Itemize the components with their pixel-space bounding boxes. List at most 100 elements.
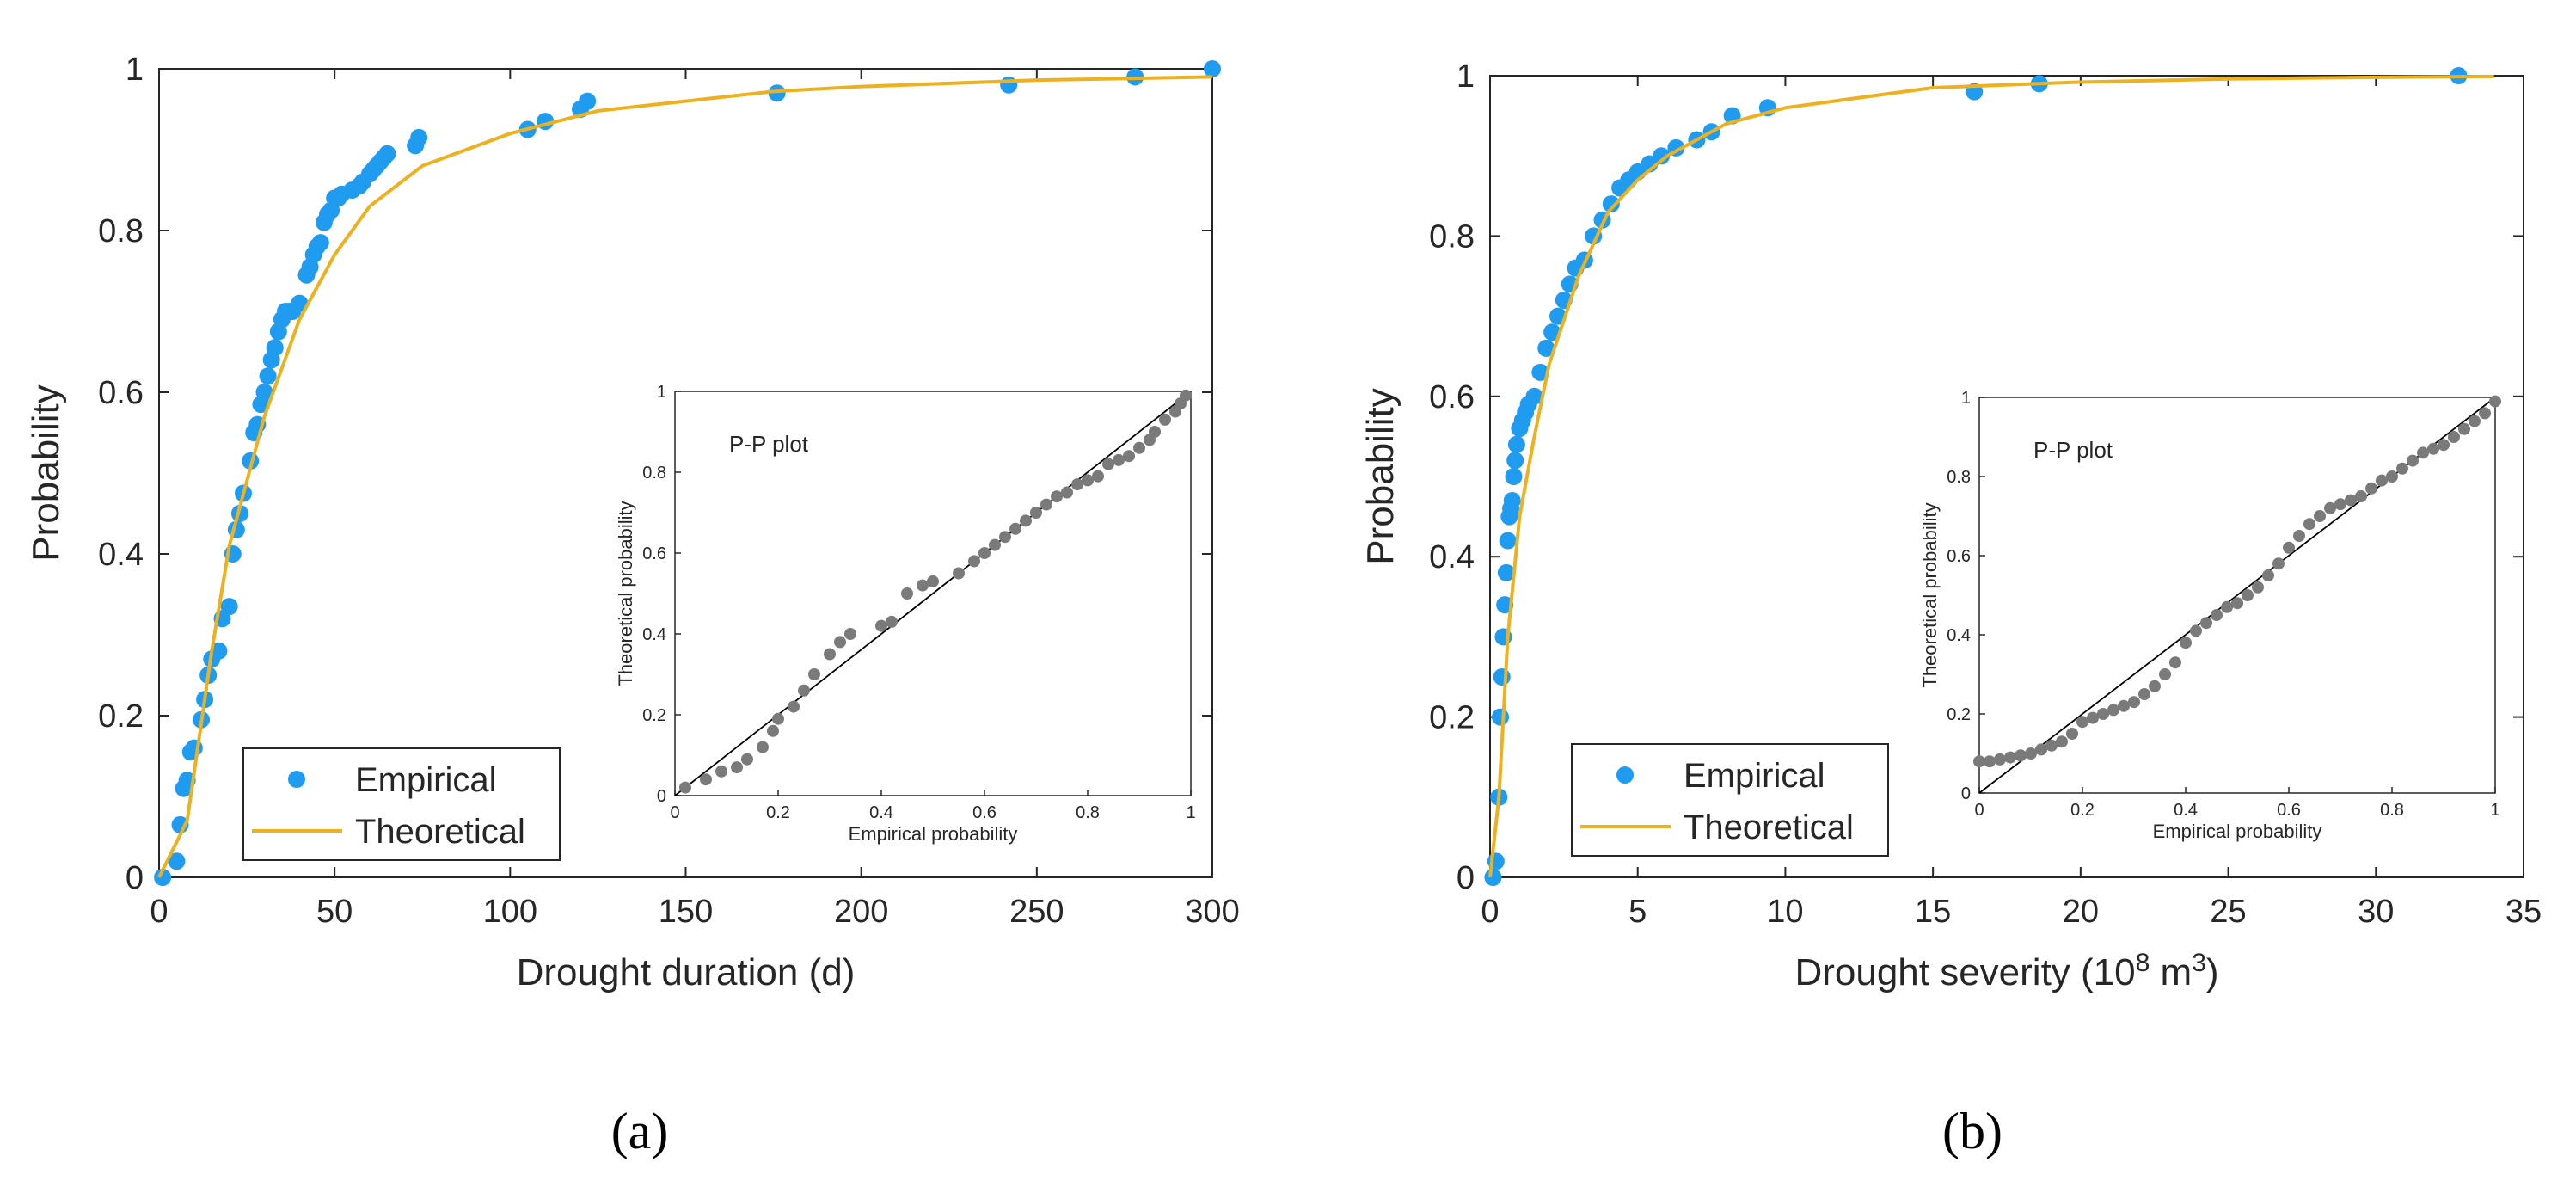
inset-y-tick-label: 1 — [1961, 389, 1971, 408]
empirical-point — [1537, 339, 1555, 357]
inset-y-tick-label: 0.6 — [1947, 547, 1971, 566]
x-tick-label: 250 — [1009, 894, 1064, 930]
inset-point — [2407, 454, 2419, 467]
empirical-point — [311, 234, 329, 252]
empirical-point — [1497, 563, 1515, 581]
inset-point — [917, 579, 929, 592]
inset-point — [767, 724, 779, 737]
x-tick-label: 5 — [1628, 894, 1647, 930]
inset-point — [1009, 522, 1021, 535]
inset-point — [1051, 490, 1063, 503]
inset-point — [2221, 600, 2233, 613]
inset-point — [2169, 656, 2181, 669]
empirical-point — [1525, 387, 1543, 405]
x-tick-label: 0 — [150, 894, 168, 930]
inset-point — [2334, 498, 2346, 511]
panel-label-b: (b) — [1942, 1103, 2003, 1159]
inset-point — [2035, 743, 2047, 756]
inset-point — [834, 636, 846, 649]
empirical-point — [266, 339, 284, 357]
axes-frame — [1489, 75, 2524, 878]
inset-x-tick-label: 1 — [2490, 801, 2499, 820]
inset-point — [2252, 581, 2264, 594]
inset-point — [1149, 426, 1161, 438]
empirical-point — [259, 367, 277, 385]
inset-point — [886, 615, 898, 628]
inset-point — [772, 712, 784, 725]
legend-empirical-label: Empirical — [355, 761, 496, 799]
inset-x-tick-label: 0.2 — [766, 803, 790, 822]
inset-point — [824, 648, 836, 661]
empirical-point — [291, 294, 309, 312]
y-tick-label: 0.2 — [98, 698, 144, 735]
inset-y-tick-label: 0.4 — [642, 625, 666, 644]
empirical-point — [168, 852, 186, 870]
inset-point — [1994, 753, 2006, 766]
empirical-point — [1499, 532, 1517, 550]
inset-point — [679, 781, 691, 794]
inset-y-tick-label: 0.6 — [642, 544, 666, 563]
inset-point — [1071, 478, 1083, 491]
inset-point — [1082, 474, 1094, 487]
inset-y-tick-label: 0.8 — [1947, 468, 1971, 487]
inset-point — [1180, 389, 1192, 402]
inset-point — [1061, 486, 1073, 499]
inset-point — [2004, 751, 2016, 764]
inset-y-tick-label: 0.4 — [1947, 626, 1971, 645]
empirical-point — [410, 128, 428, 146]
empirical-point — [579, 92, 597, 110]
x-tick-label: 150 — [659, 894, 713, 930]
inset-point — [2376, 474, 2388, 487]
inset-x-tick-label: 0.4 — [869, 803, 893, 822]
inset-point — [1133, 441, 1145, 454]
inset-point — [978, 547, 991, 559]
empirical-point — [1503, 491, 1521, 509]
inset-point — [715, 765, 727, 778]
y-tick-label: 0.4 — [98, 537, 144, 573]
inset-point — [2417, 446, 2429, 459]
x-tick-label: 0 — [1481, 894, 1499, 930]
inset-point — [1040, 498, 1052, 511]
inset-x-tick-label: 0.6 — [972, 803, 997, 822]
empirical-points — [1484, 67, 2468, 886]
inset-point — [2448, 431, 2460, 443]
x-tick-label: 50 — [316, 894, 353, 930]
inset-point — [2190, 624, 2202, 637]
inset-point — [798, 684, 810, 697]
y-axis-label: Probability — [1359, 388, 1401, 564]
inset-x-tick-label: 0.6 — [2277, 801, 2301, 820]
inset-point — [1973, 755, 1985, 768]
empirical-point — [378, 145, 396, 163]
y-tick-label: 0.8 — [98, 213, 144, 249]
inset-y-tick-label: 1 — [657, 383, 666, 402]
x-tick-label: 30 — [2358, 894, 2394, 930]
inset-reference-line — [674, 391, 1192, 796]
empirical-point — [1653, 147, 1671, 165]
inset-point — [731, 761, 743, 774]
inset-point — [2365, 482, 2377, 495]
inset-point — [1020, 514, 1032, 527]
empirical-point — [1484, 869, 1502, 886]
inset-point — [2262, 569, 2274, 581]
inset-point — [2386, 470, 2398, 483]
inset-point — [2231, 597, 2243, 610]
inset-point — [2118, 699, 2130, 712]
legend-theoretical-label: Theoretical — [1684, 809, 1854, 846]
inset-point — [2076, 716, 2088, 729]
inset-point — [2045, 739, 2058, 752]
inset-point — [2438, 439, 2450, 452]
inset-y-label: Theoretical probability — [615, 501, 636, 686]
inset-y-tick-label: 0 — [657, 787, 666, 806]
y-tick-label: 0.6 — [1429, 379, 1475, 415]
inset-point — [968, 555, 980, 568]
x-tick-label: 35 — [2505, 894, 2542, 930]
y-tick-label: 1 — [1457, 58, 1475, 95]
inset-point — [2489, 395, 2501, 408]
inset-y-tick-label: 0.2 — [1947, 705, 1971, 724]
inset-point — [999, 531, 1011, 544]
inset-x-tick-label: 0.2 — [2070, 801, 2095, 820]
inset-point — [741, 753, 753, 766]
y-tick-label: 1 — [126, 52, 144, 88]
inset-point — [1159, 413, 1171, 426]
